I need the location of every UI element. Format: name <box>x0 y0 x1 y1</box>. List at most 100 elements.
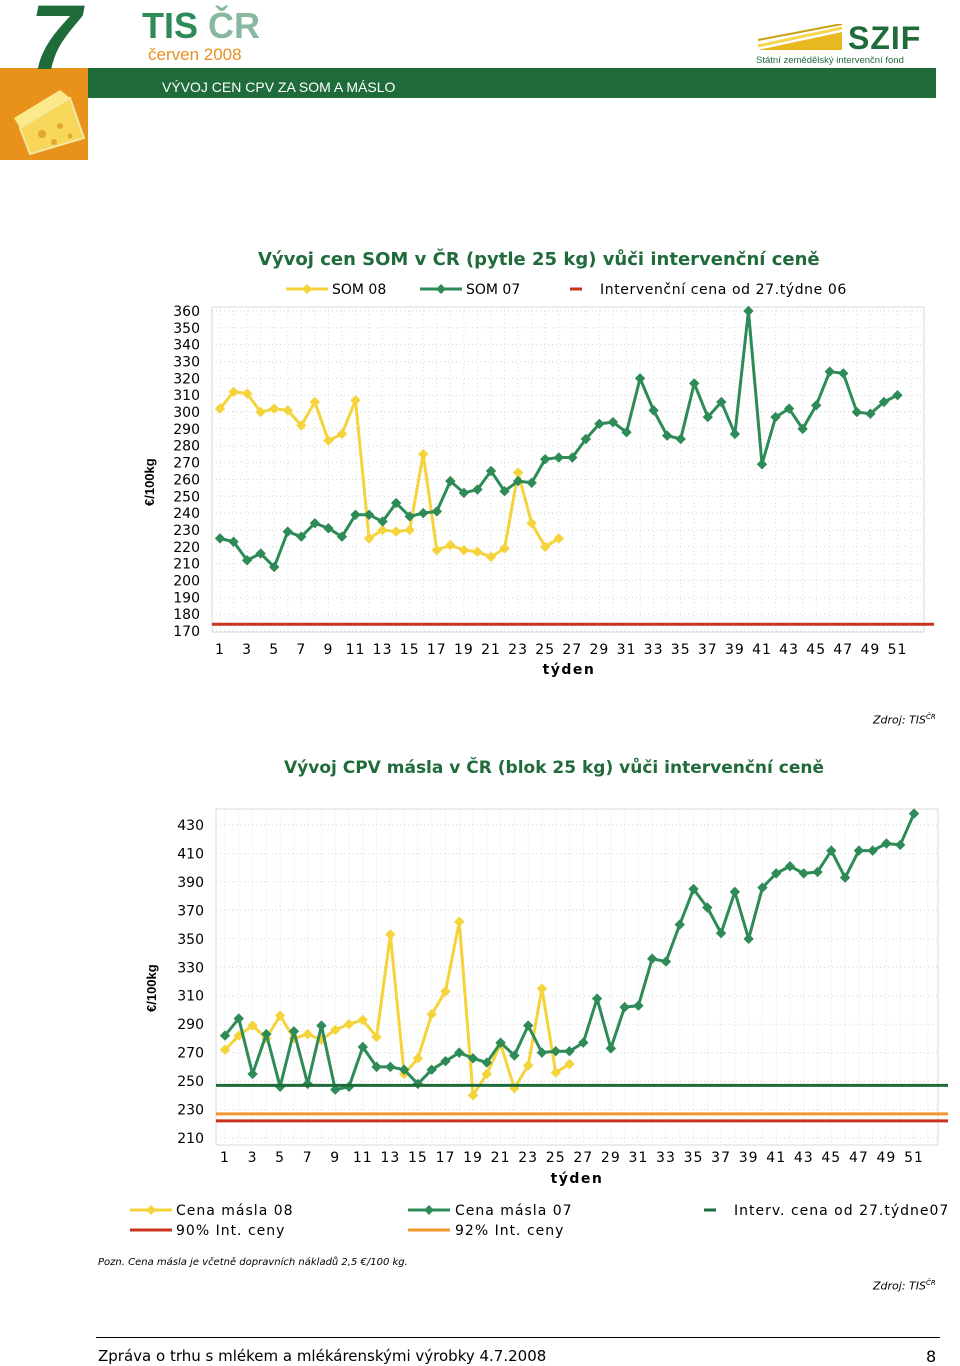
series-0-point <box>247 1020 258 1031</box>
series-1-point <box>371 1061 382 1073</box>
series-1-point <box>323 523 334 534</box>
series-1-point <box>241 555 253 566</box>
y-tick-label: 290 <box>173 422 200 438</box>
series-1-point <box>495 1037 506 1048</box>
series-1-point <box>288 1026 300 1037</box>
series-0-point <box>302 1028 313 1040</box>
header-title-accent: ČR <box>208 5 261 46</box>
series-0-point <box>404 524 415 536</box>
series-1-point <box>526 477 537 488</box>
series-1-point <box>426 1064 437 1075</box>
y-tick-label: 170 <box>173 624 200 640</box>
series-1-point <box>838 368 849 379</box>
series-1-point <box>594 418 605 430</box>
series-1-point <box>309 518 321 529</box>
series-1-point <box>810 400 822 411</box>
series-1-point <box>878 396 890 408</box>
series-0-point <box>241 388 253 399</box>
series-1-point <box>619 1001 630 1013</box>
x-tick-label: 49 <box>860 642 880 658</box>
x-tick-label: 45 <box>821 1150 841 1166</box>
series-1-point <box>350 509 361 520</box>
x-tick-label: 23 <box>518 1150 538 1166</box>
series-0-point <box>467 1090 479 1101</box>
x-tick-label: 7 <box>303 1150 313 1166</box>
chart1-title: Vývoj cen SOM v ČR (pytle 25 kg) vůči in… <box>258 249 820 270</box>
y-tick-label: 310 <box>173 388 200 404</box>
x-tick-label: 17 <box>427 642 447 658</box>
header-bar <box>88 68 936 98</box>
series-0-point <box>522 1060 534 1071</box>
x-tick-label: 9 <box>323 642 333 658</box>
chart1-source-text: Zdroj: TIS <box>873 713 926 727</box>
series-1-point <box>797 423 808 435</box>
x-tick-label: 35 <box>671 642 691 658</box>
legend-som08-label: SOM 08 <box>332 282 386 298</box>
series-0-point <box>330 1024 341 1036</box>
series-1-point <box>578 1037 589 1048</box>
series-1-point <box>770 411 781 423</box>
series-1-point <box>228 536 239 547</box>
legend-92pct-label: 92% Int. ceny <box>455 1223 564 1239</box>
x-tick-label: 1 <box>220 1150 230 1166</box>
x-tick-label: 37 <box>698 642 718 658</box>
series-1-point <box>605 1043 617 1054</box>
y-tick-label: 270 <box>173 456 200 472</box>
series-1-point <box>536 1047 548 1058</box>
x-tick-label: 43 <box>779 642 799 658</box>
cheese-icon <box>14 90 86 156</box>
x-axis-title: týden <box>551 1171 604 1187</box>
series-1-point <box>539 454 551 465</box>
x-tick-label: 7 <box>296 642 306 658</box>
x-tick-label: 21 <box>491 1150 511 1166</box>
series-1-point <box>812 866 823 878</box>
chart2-source: Zdroj: TISČR <box>873 1279 936 1293</box>
y-tick-label: 180 <box>173 607 200 623</box>
y-tick-label: 430 <box>177 818 204 834</box>
series-1-point <box>908 808 920 819</box>
footer-text: Zpráva o trhu s mlékem a mlékárenskými v… <box>98 1347 547 1365</box>
y-tick-label: 340 <box>173 338 200 354</box>
chart1-source: Zdroj: TISČR <box>873 713 936 727</box>
series-1-point <box>895 839 906 851</box>
x-tick-label: 27 <box>573 1150 593 1166</box>
series-1-point <box>445 475 456 487</box>
series-1-point <box>499 486 510 497</box>
series-1-point <box>716 396 727 408</box>
series-1-point <box>715 927 727 939</box>
y-tick-label: 220 <box>173 540 200 556</box>
series-0-point <box>268 403 280 414</box>
x-tick-label: 23 <box>508 642 528 658</box>
series-1-point <box>398 1064 410 1075</box>
y-tick-label: 410 <box>177 846 204 862</box>
series-1-point <box>783 403 795 414</box>
series-1-point <box>770 868 782 879</box>
y-tick-label: 250 <box>177 1074 204 1090</box>
y-tick-label: 240 <box>173 506 200 522</box>
series-0-point <box>440 986 451 997</box>
series-1-point <box>743 933 754 945</box>
series-0-point <box>371 1031 382 1043</box>
y-tick-label: 300 <box>173 405 200 421</box>
series-1-point <box>385 1061 396 1073</box>
series-1-point <box>550 1046 561 1057</box>
legend-maslo08-swatch-marker <box>146 1205 156 1215</box>
series-1-point <box>390 497 402 509</box>
series-0-point <box>363 533 375 544</box>
series-1-point <box>454 1047 465 1058</box>
series-1-point <box>784 861 796 872</box>
series-0-point <box>357 1014 369 1026</box>
logo-name: SZIF <box>848 20 922 56</box>
series-0-point <box>426 1009 437 1020</box>
series-1-point <box>440 1055 451 1067</box>
series-1-point <box>296 531 307 542</box>
legend-maslo07-label: Cena másla 07 <box>455 1203 573 1219</box>
series-1-point <box>607 416 619 428</box>
series-1-point <box>357 1041 369 1053</box>
series-1-point <box>458 487 470 499</box>
series-0-point <box>323 435 334 446</box>
x-tick-label: 47 <box>833 642 853 658</box>
x-tick-label: 39 <box>739 1150 759 1166</box>
series-1-point <box>646 953 658 964</box>
x-tick-label: 25 <box>535 642 555 658</box>
